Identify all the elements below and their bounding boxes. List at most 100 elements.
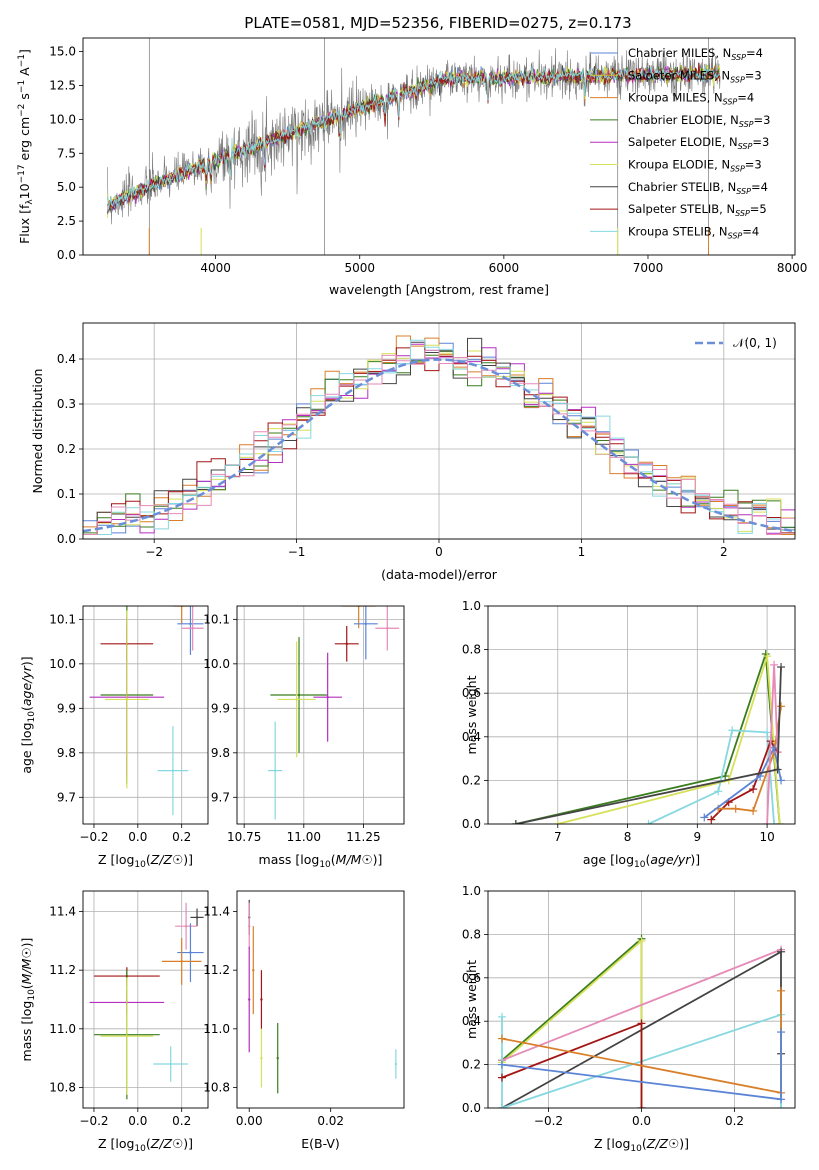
data-point — [125, 1034, 129, 1038]
y-axis-label: Normed distribution — [30, 369, 45, 494]
legend-text: Kroupa STELIB, N — [628, 224, 728, 238]
y-tick-label: 5.0 — [57, 180, 76, 194]
axes-frame — [82, 890, 209, 1109]
legend-sub: SSP — [738, 142, 753, 151]
x-tick-label: 8000 — [777, 261, 808, 275]
plot-area-mass_vs_Z — [89, 902, 204, 1100]
legend-sub: SSP — [735, 209, 750, 218]
legend-sub: SSP — [730, 75, 745, 84]
plot-area-mass_vs_EBV — [248, 899, 398, 1094]
y-tick-label: 0.1 — [57, 487, 76, 501]
axes-frame — [236, 605, 405, 825]
x-tick-label: 2 — [720, 545, 728, 559]
label-part: ( — [146, 1136, 151, 1151]
legend-n: =4 — [742, 224, 759, 238]
legend-text: Chabrier ELODIE, N — [628, 113, 739, 127]
data-point — [180, 960, 183, 963]
y-tick-label: 2.5 — [57, 214, 76, 228]
y-label-part: λ — [25, 199, 35, 205]
panel-weight_vs_Z: −0.2 0.0 0.2 0.0 0.2 0.4 0.6 0.8 1.0 mass weight Z… — [462, 884, 796, 1154]
legend-sub: SSP — [739, 120, 754, 129]
label-part: ( — [642, 1136, 647, 1151]
panel-age_vs_Z: −0.2 0.0 0.29.79.89.910.010.1Z [log10(Z/Z☉… — [19, 605, 209, 870]
panel-weight_vs_age: 7 8 9 10 0.0 0.2 0.4 0.6 0.8 1.0 mass weight age [l… — [462, 599, 796, 870]
y-tick-label: 9.7 — [211, 790, 230, 804]
y-tick-label: 11.4 — [49, 905, 76, 919]
legend-n: =5 — [750, 202, 767, 216]
y-tick-label: 0.2 — [462, 773, 481, 787]
y-tick-label: 1.0 — [462, 599, 481, 613]
data-point — [326, 696, 329, 699]
x-tick-label: 4000 — [200, 261, 231, 275]
label-italic: Z/Z☉ — [150, 852, 184, 867]
x-tick-label: 11.00 — [287, 830, 321, 844]
label-italic: Z/Z☉ — [646, 1136, 680, 1151]
y-tick-label: 15.0 — [49, 45, 76, 59]
label-part: Z [log — [98, 1136, 134, 1151]
y-tick-label: 10.1 — [203, 612, 230, 626]
y-tick-label: 0.8 — [462, 643, 481, 657]
weight-line-kroupa_stelib — [648, 729, 775, 824]
label-italic: age/yr — [650, 852, 691, 867]
legend-sub: SSP — [728, 231, 743, 240]
data-point — [248, 998, 251, 1001]
histogram-pink — [83, 349, 795, 535]
figure-title: PLATE=0581, MJD=52356, FIBERID=0275, z=0… — [244, 14, 631, 32]
y-tick-label: 12.5 — [49, 78, 76, 92]
y-label-part: −17 — [17, 164, 27, 183]
data-point — [125, 698, 129, 701]
label-part: ( — [19, 706, 34, 711]
legend-text: Kroupa MILES, N — [628, 91, 723, 105]
label-italic: M/M☉ — [19, 947, 34, 984]
legend-text: Salpeter ELODIE, N — [628, 135, 738, 149]
y-axis-label: mass weight — [464, 675, 479, 754]
axis-label: Z [log10(Z/Z☉)] — [98, 1136, 193, 1154]
y-tick-label: 10.1 — [49, 612, 76, 626]
data-point — [191, 627, 194, 630]
data-point — [171, 769, 175, 772]
weight-line-kroupa_elodie — [501, 938, 643, 1108]
data-point — [295, 698, 298, 701]
legend-entry: Chabrier STELIB, NSSP=4 — [628, 180, 768, 196]
x-tick-label: 7 — [554, 830, 562, 844]
x-tick-label: 10 — [759, 830, 774, 844]
panel-age_vs_mass: 10.75 11.00 11.25 9.7 9.8 9.9 10.0 10.1 mass [lo… — [203, 605, 405, 870]
x-tick-label: −1 — [288, 545, 306, 559]
y-label-part: ] — [17, 49, 32, 54]
x-tick-label: 9 — [693, 830, 701, 844]
y-tick-label: 9.7 — [57, 790, 76, 804]
legend-sub: SSP — [736, 187, 751, 196]
y-tick-label: 10.0 — [49, 657, 76, 671]
y-tick-label: 10.0 — [203, 657, 230, 671]
axis-label: age [log10(age/yr)] — [583, 852, 700, 870]
data-point — [394, 1062, 398, 1066]
label-italic: age/yr — [19, 665, 34, 706]
y-tick-label: 0.2 — [57, 442, 76, 456]
y-tick-label: 0.8 — [462, 927, 481, 941]
x-tick-label: 0.00 — [236, 1114, 263, 1128]
axes-frame — [487, 605, 796, 825]
x-tick-label: −2 — [145, 545, 163, 559]
label-part: )] — [373, 852, 383, 867]
label-part: )] — [679, 1136, 689, 1151]
legend-sub: SSP — [730, 165, 745, 174]
y-tick-label: 9.9 — [57, 701, 76, 715]
label-sub: 10 — [27, 711, 37, 723]
y-tick-label: 0.4 — [57, 352, 76, 366]
x-tick-label: 0.0 — [128, 830, 147, 844]
label-sub: 10 — [134, 860, 146, 870]
label-part: mass [log — [259, 852, 320, 867]
legend-entry: Kroupa ELODIE, NSSP=3 — [628, 158, 762, 174]
y-label-part: erg cm — [17, 117, 32, 165]
weight-line-kroupa_elodie — [557, 655, 781, 824]
axes-frame — [82, 605, 209, 825]
axes-frame — [82, 37, 796, 256]
data-point — [189, 951, 192, 954]
y-tick-label: 11.2 — [203, 963, 230, 977]
panel-residuals: −2 −1 0 1 2 0.0 0.1 0.2 0.3 0.4 𝒩(0, 1) (data-model… — [30, 322, 796, 582]
label-part: )] — [183, 1136, 193, 1151]
axes-frame — [236, 890, 405, 1109]
axis-label: mass [log10(M/M☉)] — [19, 938, 37, 1062]
x-axis-label: wavelength [Angstrom, rest frame] — [329, 282, 549, 297]
